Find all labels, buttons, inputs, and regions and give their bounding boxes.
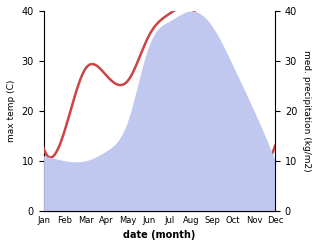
Y-axis label: max temp (C): max temp (C) [7, 80, 16, 142]
Y-axis label: med. precipitation (kg/m2): med. precipitation (kg/m2) [302, 50, 311, 172]
X-axis label: date (month): date (month) [123, 230, 196, 240]
